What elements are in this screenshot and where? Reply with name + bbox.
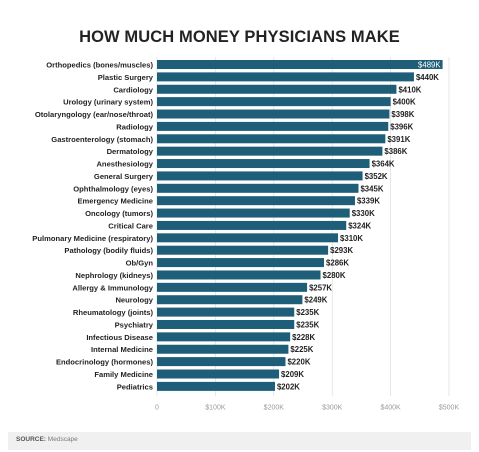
bar [157,270,321,280]
value-label: $209K [281,370,304,379]
value-label: $489K [418,61,441,70]
bar [157,109,390,119]
value-label: $330K [352,209,375,218]
category-label: Infectious Disease [86,333,153,342]
category-label: Pathology (bodily fluids) [64,246,153,255]
value-label: $220K [287,358,310,367]
category-label: Dermatology [107,147,154,156]
value-label: $286K [326,259,349,268]
bar [157,245,329,255]
chart-title: HOW MUCH MONEY PHYSICIANS MAKE [79,28,400,46]
category-label: Critical Care [108,221,153,230]
value-label: $339K [357,197,380,206]
value-label: $400K [393,98,416,107]
category-label: Pediatrics [117,382,153,391]
source-footer: SOURCE: Medscape [8,432,471,450]
value-label: $202K [277,382,300,391]
category-label: Psychiatry [115,320,154,329]
bar [157,183,359,193]
category-label: Emergency Medicine [77,197,153,206]
category-label: Endocrinology (hormones) [56,358,154,367]
category-label: Neurology [115,296,153,305]
category-label: Family Medicine [94,370,153,379]
bar-chart: Orthopedics (bones/muscles) $489K Plastic … [32,57,460,411]
value-label: $386K [384,147,407,156]
category-label: Internal Medicine [91,345,153,354]
bar [157,307,295,317]
category-label: Pulmonary Medicine (respiratory) [32,234,153,243]
value-label: $352K [365,172,388,181]
bar [157,319,295,329]
value-label: $410K [398,85,421,94]
value-label: $396K [390,122,413,131]
bar [157,97,391,107]
value-label: $310K [340,234,363,243]
x-tick-label: $400K [380,404,401,411]
x-tick-label: $200K [264,404,285,411]
bar [157,171,363,181]
category-label: Anesthesiology [96,160,153,169]
source-prefix: SOURCE: [16,436,46,443]
bar [157,295,303,305]
value-label: $345K [360,184,383,193]
bar [157,72,414,82]
value-label: $293K [330,246,353,255]
value-label: $391K [387,135,410,144]
category-label: Oncology (tumors) [85,209,153,218]
category-label: Ophthalmology (eyes) [73,184,153,193]
value-label: $398K [391,110,414,119]
bar [157,233,339,243]
value-label: $235K [296,320,319,329]
bar [157,369,280,379]
bar [157,381,275,391]
category-label: Ob/Gyn [126,259,154,268]
bar [157,258,325,268]
x-tick-label: $100K [205,404,226,411]
bar [157,134,386,144]
category-label: Rheumatology (joints) [73,308,154,317]
bar [157,121,389,131]
x-tick-label: 0 [155,404,159,411]
source-name: Medscape [47,436,78,443]
value-label: $225K [290,345,313,354]
bar [157,357,286,367]
category-label: Nephrology (kidneys) [75,271,153,280]
value-label: $280K [323,271,346,280]
value-label: $249K [304,296,327,305]
value-label: $324K [348,221,371,230]
category-label: Cardiology [113,85,153,94]
category-label: Urology (urinary system) [63,98,153,107]
category-label: General Surgery [94,172,154,181]
chart-card: HOW MUCH MONEY PHYSICIANS MAKE Orthopedi… [8,10,471,450]
bar [157,220,347,230]
x-tick-label: $500K [439,404,460,411]
x-tick-label: $300K [322,404,343,411]
category-label: Orthopedics (bones/muscles) [46,61,153,70]
bar [157,208,350,218]
bar [157,146,383,156]
value-label: $440K [416,73,439,82]
source-label: SOURCE: Medscape [16,436,78,443]
category-label: Radiology [116,122,153,131]
category-label: Gastroenterology (stomach) [51,135,153,144]
value-label: $364K [372,160,395,169]
bar [157,282,308,292]
category-label: Plastic Surgery [98,73,154,82]
bar [157,84,397,94]
bar [157,344,289,354]
bar [157,196,355,206]
category-label: Otolaryngology (ear/nose/throat) [35,110,154,119]
value-label: $257K [309,283,332,292]
bar [157,60,443,69]
category-label: Allergy & Immunology [72,283,153,292]
bar [157,332,291,342]
value-label: $235K [296,308,319,317]
bar [157,159,370,169]
value-label: $228K [292,333,315,342]
